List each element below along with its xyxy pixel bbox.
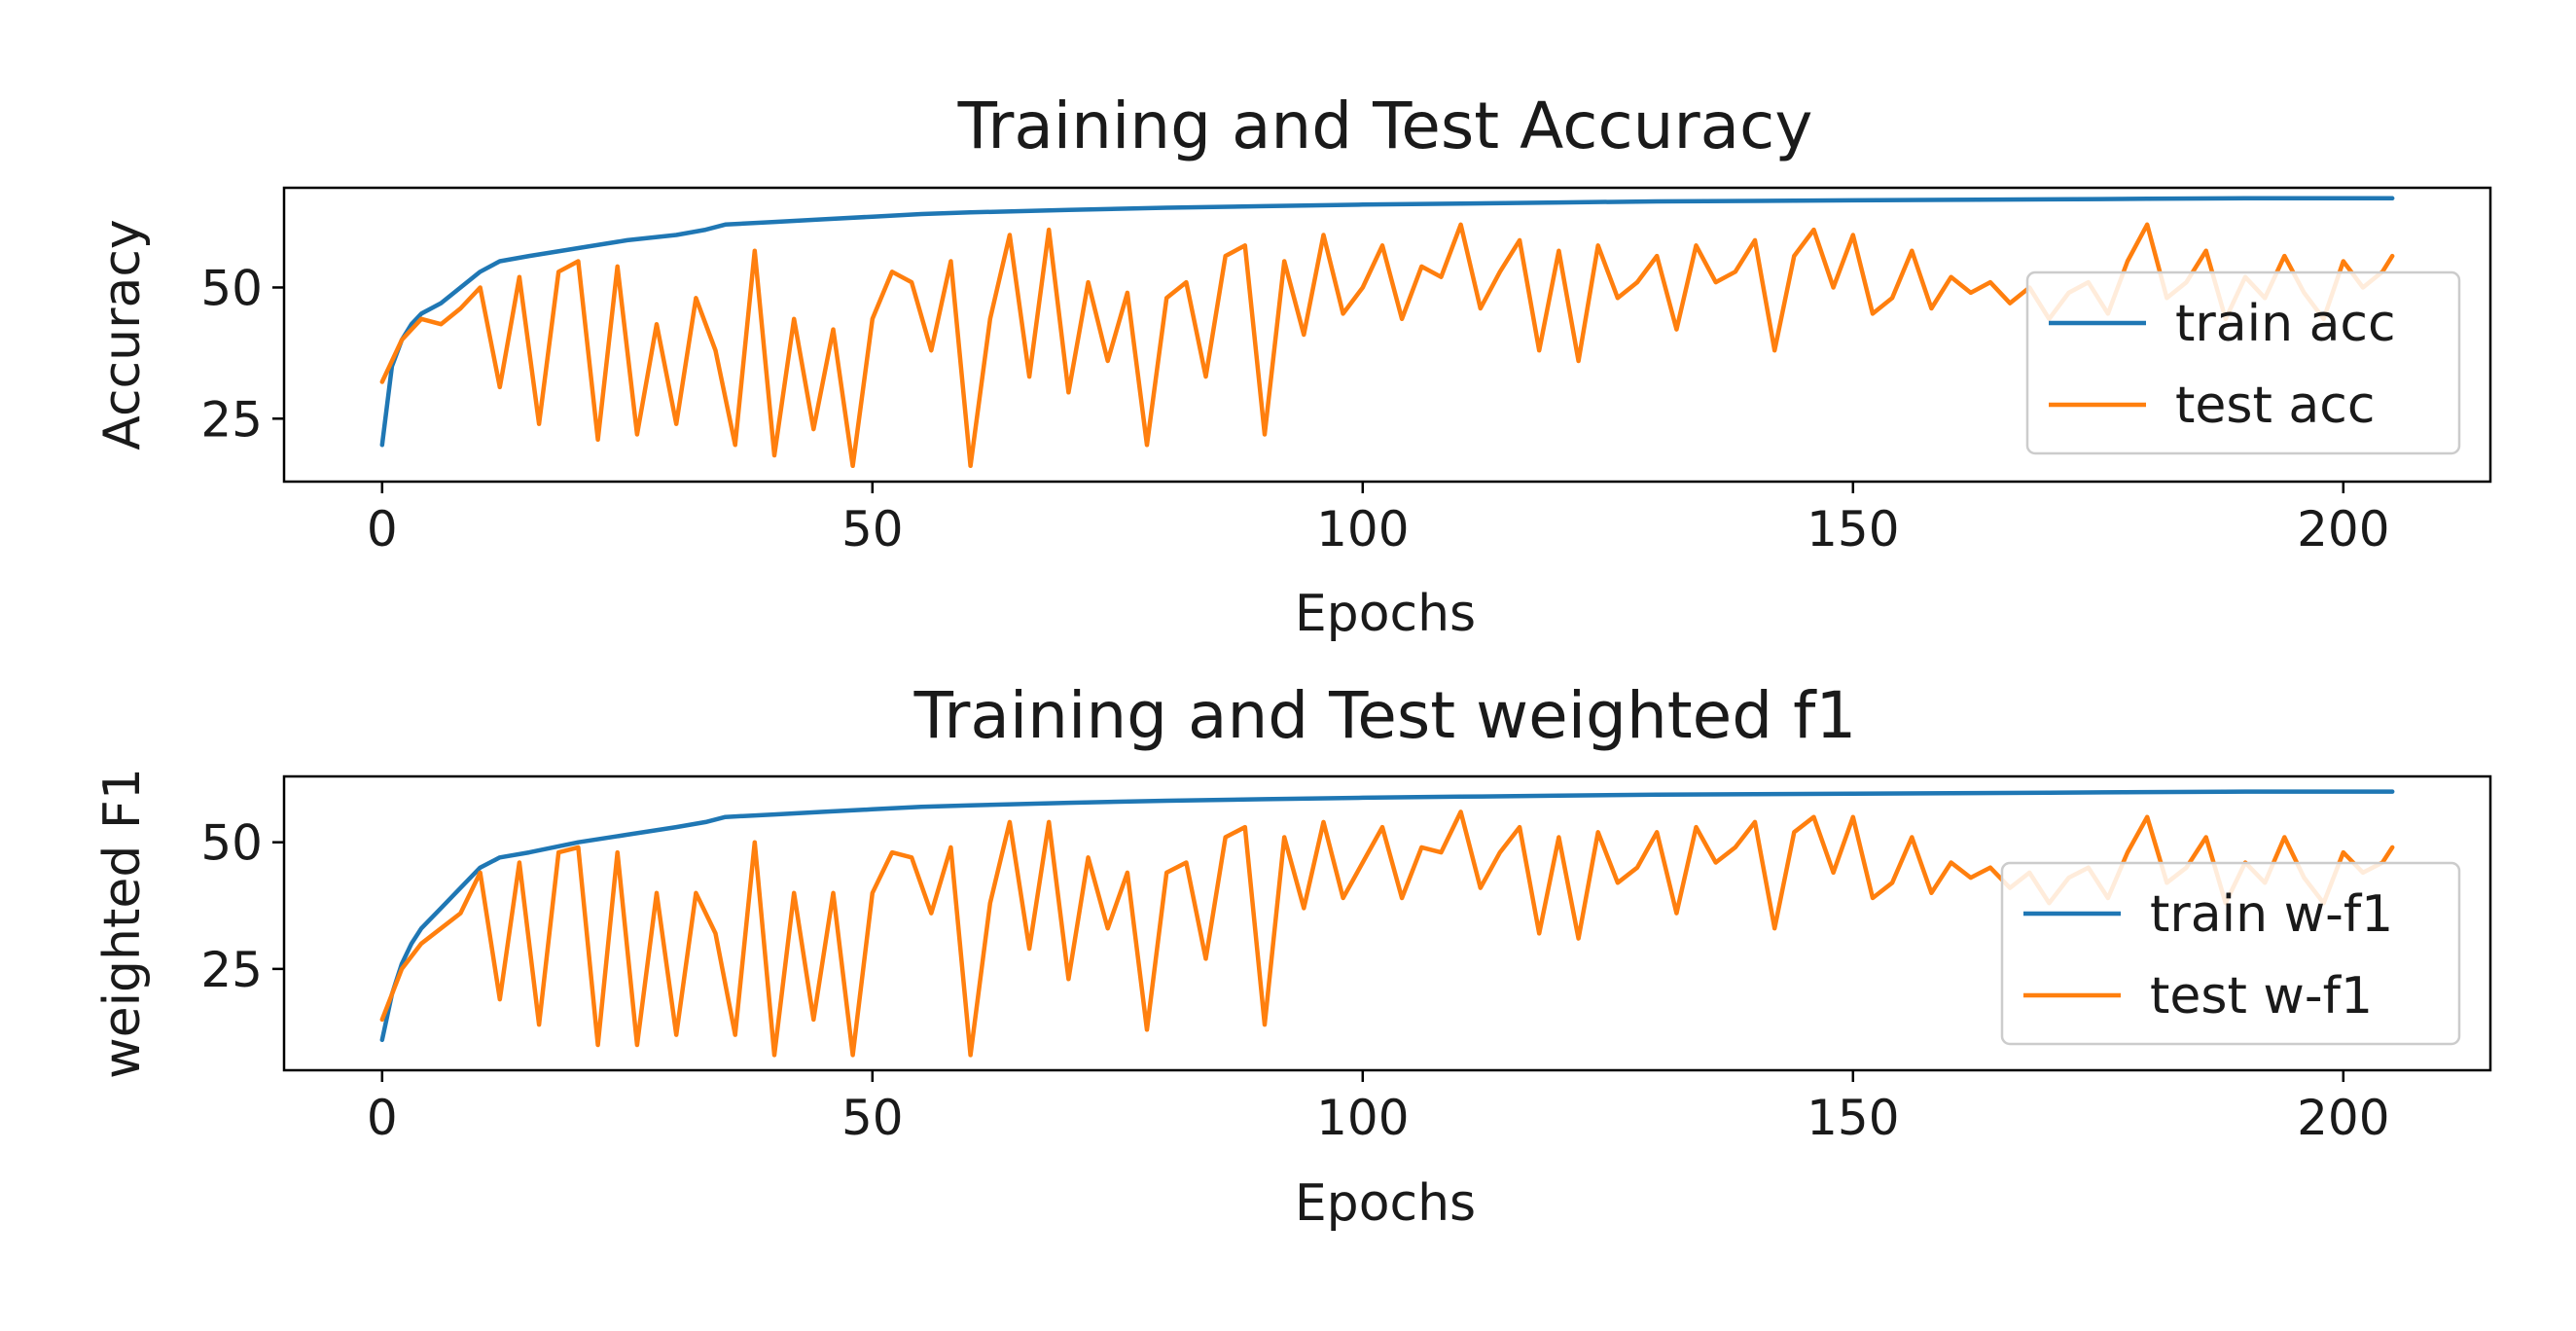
weighted-f1-series-line-train [379,789,2395,1043]
weighted-f1-legend-label-train: train w-f1 [2150,885,2393,944]
weighted-f1-x-tick-label: 0 [367,1090,398,1146]
weighted-f1-subplot: Training and Test weighted f1 Epochs wei… [93,678,2492,1233]
accuracy-y-axis-label: Accuracy [93,219,152,450]
accuracy-legend-label-train: train acc [2175,295,2396,353]
accuracy-series-line-train [379,196,2395,448]
weighted-f1-chart-title: Training and Test weighted f1 [913,678,1857,753]
weighted-f1-y-tick-label: 25 [200,942,263,998]
weighted-f1-x-axis-label: Epochs [1295,1174,1476,1233]
weighted-f1-x-tick-label: 150 [1807,1090,1899,1146]
accuracy-x-tick-label: 200 [2297,501,2389,558]
weighted-f1-x-tick-label: 50 [841,1090,904,1146]
weighted-f1-x-tick-label: 100 [1316,1090,1409,1146]
weighted-f1-y-axis-label: weighted F1 [93,768,152,1079]
accuracy-y-tick-label: 25 [200,391,263,448]
weighted-f1-y-tick-label: 50 [200,815,263,872]
accuracy-x-tick-label: 50 [841,501,904,558]
accuracy-legend-box [2025,270,2461,455]
accuracy-x-axis-label: Epochs [1295,585,1476,643]
accuracy-x-tick-label: 0 [367,501,398,558]
weighted-f1-legend-label-test: test w-f1 [2150,967,2373,1025]
accuracy-y-tick-label: 50 [200,260,263,316]
accuracy-x-tick-label: 150 [1807,501,1899,558]
weighted-f1-legend-box [2000,861,2461,1046]
accuracy-legend-label-test: test acc [2175,377,2375,435]
weighted-f1-axes-frame [282,774,2492,1072]
accuracy-chart-title: Training and Test Accuracy [957,89,1813,163]
weighted-f1-legend: train w-f1 test w-f1 [2000,861,2461,1046]
weighted-f1-x-tick-label: 200 [2297,1090,2389,1146]
accuracy-axes-frame [282,186,2492,484]
accuracy-x-tick-label: 100 [1316,501,1409,558]
accuracy-legend: train acc test acc [2025,270,2461,455]
accuracy-subplot: Training and Test Accuracy Epochs Accura… [93,89,2492,643]
